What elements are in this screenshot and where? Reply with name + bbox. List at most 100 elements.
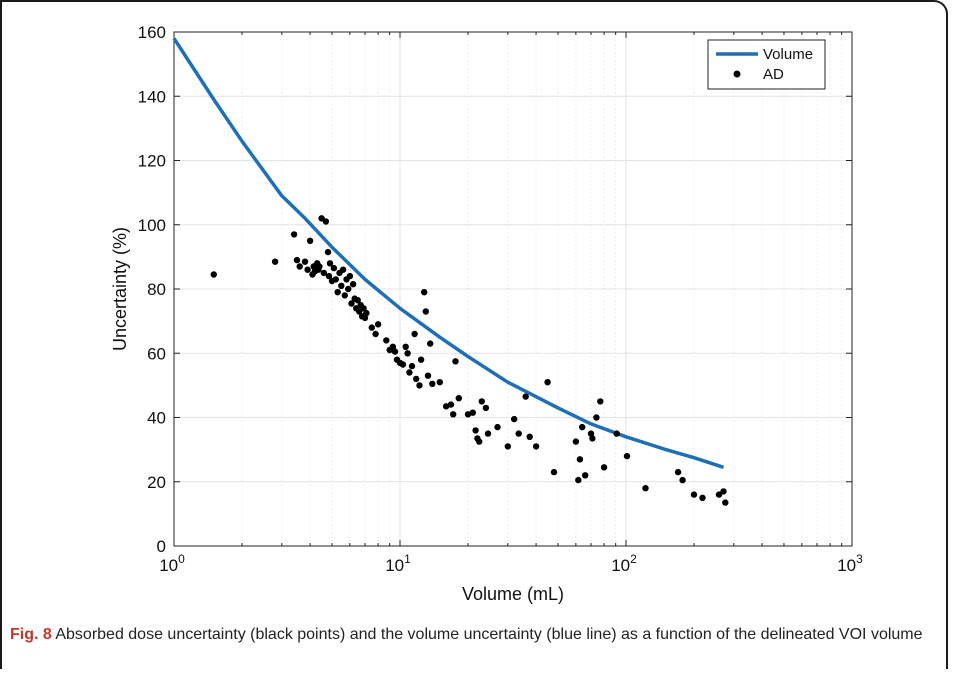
ad-point [455,395,462,402]
y-tick-label: 120 [138,152,166,171]
series [172,37,729,506]
ad-point [532,443,540,450]
ad-point [332,276,339,283]
ad-point [316,263,323,270]
ad-point [330,264,338,272]
ad-point [504,443,511,450]
ad-point [416,382,423,389]
ad-point [436,379,443,386]
legend: Volume AD [707,39,826,90]
ad-point [210,271,217,278]
ad-point [576,456,584,463]
ad-point [348,300,355,307]
legend-box [707,39,826,90]
ad-point [690,491,698,498]
ad-point [402,343,409,350]
axes: 0 20 40 60 80 100 120 140 160 100 101 102 103 [138,23,863,575]
ad-point [391,348,399,355]
x-tick-label: 101 [385,552,411,575]
ad-point [422,308,429,315]
ad-point [383,337,390,344]
legend-label: AD [763,66,784,83]
figure-caption: Fig. 8 Absorbed dose uncertainty (black … [10,622,940,647]
y-tick-label: 80 [147,280,166,299]
ad-point [354,297,361,304]
ad-point [429,380,436,387]
ad-point [326,260,334,267]
ad-point [613,430,620,437]
ad-point [600,464,608,471]
y-tick-label: 40 [147,409,166,428]
ad-point [346,272,354,280]
y-axis-title: Uncertainty (%) [110,227,130,351]
ad-point [720,488,727,495]
ad-point [406,369,413,376]
y-tick-label: 60 [147,344,166,363]
caption-label: Fig. 8 [10,626,52,643]
ad-point [642,485,649,492]
ad-point [322,218,330,225]
ad-point [293,256,301,264]
ad-point [472,427,479,434]
ad-point [679,476,686,484]
ad-point [526,433,533,440]
ad-point [427,340,434,347]
ad-point [587,430,595,437]
ad-point [411,330,418,338]
legend-label: Volume [763,46,813,63]
ad-point [511,415,518,423]
ad-point [421,289,428,296]
ad-point [417,356,425,363]
ad-point [447,401,455,408]
ad-point [334,289,341,296]
ad-point [722,499,729,506]
chart: 0 20 40 60 80 100 120 140 160 100 101 102 103 Volume… [110,23,863,604]
ad-point [469,409,476,416]
ad-point [522,393,529,400]
ad-point [575,476,582,484]
ad-point [374,321,382,328]
ad-point [341,292,348,299]
ad-point [389,343,397,350]
ad-point [450,411,457,418]
ad-point [271,258,279,265]
ad-point [413,375,420,383]
ad-point [593,414,600,421]
y-tick-label: 140 [138,87,166,106]
ad-point [674,468,682,476]
ad-point [345,285,352,293]
volume-line [172,37,725,469]
y-tick-label: 160 [138,23,166,42]
y-tick-label: 100 [138,216,166,235]
ad-point [324,248,332,256]
ad-point [404,350,411,357]
y-tick-label: 0 [157,537,166,556]
ad-point [482,404,490,412]
x-tick-label: 100 [159,552,185,575]
ad-point [339,266,347,273]
ad-point [325,272,333,280]
ad-point [301,258,309,265]
x-tick-label: 102 [611,552,637,575]
caption-text: Absorbed dose uncertainty (black points)… [51,626,923,643]
ad-point [368,324,375,331]
ad-point [356,308,363,315]
ad-point [320,269,327,277]
ad-point [478,398,485,405]
ad-point [452,358,459,365]
ad-point [494,423,501,431]
ad-point [484,430,492,437]
ad-point [597,398,604,405]
ad-point [442,403,450,410]
ad-point [579,423,586,431]
ad-point [408,362,416,370]
ad-point [582,472,589,479]
ad-point [589,435,596,442]
ad-point [476,438,483,445]
ad-point [715,491,723,498]
ad-point [544,379,551,386]
ad-point [550,468,558,476]
ad-point [464,411,472,418]
ad-point [424,372,432,379]
ad-point [361,314,369,322]
